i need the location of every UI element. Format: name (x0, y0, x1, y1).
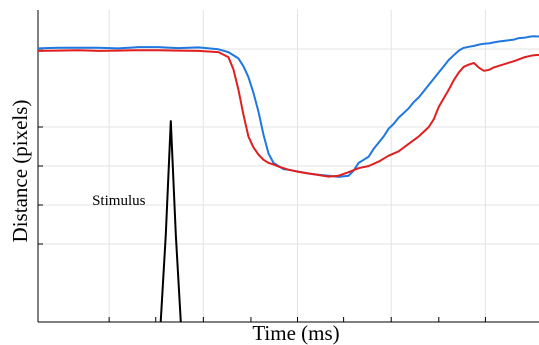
axis-ticks (38, 48, 486, 322)
grid (38, 10, 539, 322)
blue-series-line (37, 35, 539, 178)
red-series-line (37, 49, 539, 178)
y-axis-label: Distance (pixels) (8, 100, 32, 243)
stimulus-line (159, 120, 182, 323)
stimulus-annotation: Stimulus (92, 193, 146, 209)
series-layer (37, 35, 539, 323)
x-axis-label: Time (ms) (252, 321, 339, 345)
